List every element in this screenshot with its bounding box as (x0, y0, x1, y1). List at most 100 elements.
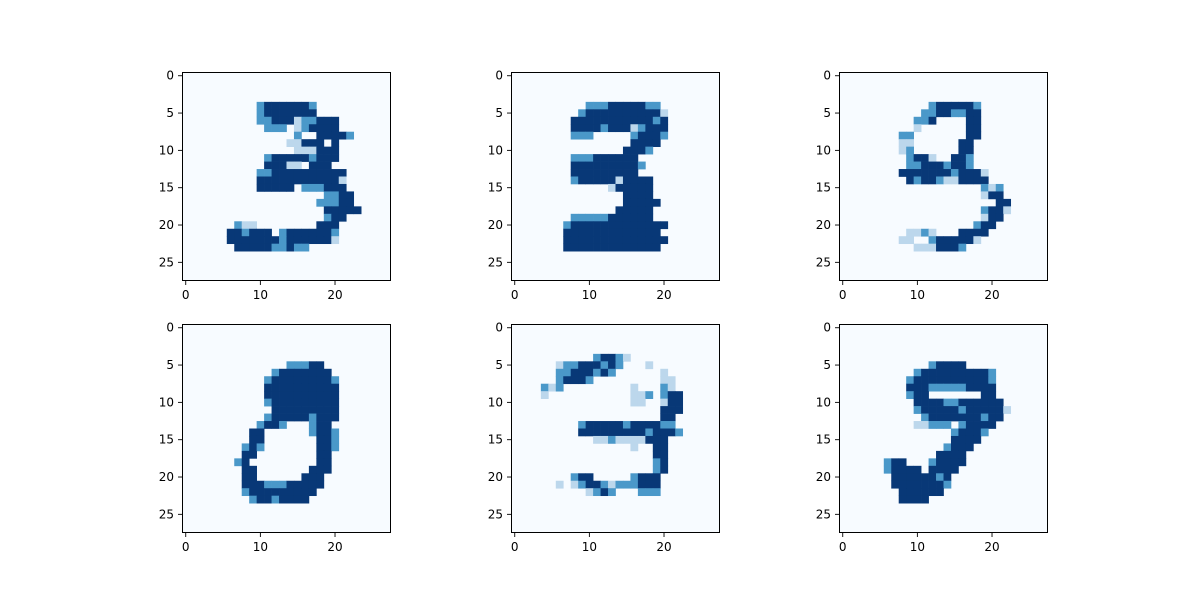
heatmap-cell (667, 421, 676, 429)
heatmap-cell (928, 161, 937, 170)
heatmap-cell (608, 109, 616, 118)
heatmap-cell (323, 131, 332, 140)
heatmap-cell (286, 361, 295, 370)
heatmap-cell (637, 473, 646, 482)
heatmap-cell (965, 146, 974, 155)
heatmap-cell (600, 236, 609, 245)
heatmap-cell (249, 450, 257, 459)
heatmap-cell (264, 169, 272, 177)
heatmap-cell (279, 176, 287, 185)
heatmap-cell (293, 139, 302, 147)
heatmap-cell (316, 124, 325, 133)
heatmap-cell (585, 101, 594, 110)
heatmap-cell (301, 473, 310, 482)
heatmap-cell (906, 480, 914, 489)
heatmap-cell (652, 458, 661, 467)
heatmap-cell (286, 176, 295, 185)
heatmap-cell (293, 480, 302, 489)
heatmap-cell (913, 465, 922, 474)
heatmap-cell (316, 465, 325, 474)
heatmap-cell (950, 161, 959, 170)
heatmap-cell (293, 116, 302, 125)
heatmap-cell (928, 368, 937, 377)
heatmap-cell (973, 398, 982, 407)
heatmap-cell (1003, 198, 1012, 207)
heatmap-cell (308, 391, 317, 399)
heatmap-cell (279, 421, 287, 429)
heatmap-cell (293, 131, 302, 140)
heatmap-cell (570, 124, 579, 133)
heatmap-cell (301, 391, 310, 399)
heatmap-cell (249, 228, 257, 237)
heatmap-cell (630, 191, 639, 200)
y-tick-label: 5 (823, 106, 831, 120)
heatmap-cell (279, 398, 287, 407)
heatmap-cell (593, 109, 601, 118)
heatmap-cell (548, 383, 557, 392)
heatmap-cell (600, 176, 609, 185)
heatmap-cell (608, 183, 616, 192)
heatmap-cell (331, 236, 340, 245)
heatmap-cell (316, 450, 325, 459)
heatmap-cell (936, 176, 944, 185)
heatmap-cell (980, 368, 989, 377)
heatmap-cell (645, 101, 654, 110)
heatmap-cell (600, 109, 609, 118)
heatmap-cell (913, 368, 922, 377)
heatmap-cell (563, 221, 572, 230)
x-tick-label: 10 (582, 540, 597, 554)
heatmap-cell (906, 154, 914, 162)
heatmap-cell (316, 458, 325, 467)
heatmap-cell (600, 221, 609, 230)
heatmap-cell (958, 169, 967, 177)
heatmap-cell (988, 391, 997, 399)
heatmap-cell (279, 243, 287, 252)
heatmap-cell (652, 465, 661, 474)
heatmap-cell (256, 176, 265, 185)
heatmap-cell (331, 176, 340, 185)
heatmap-cell (928, 236, 937, 245)
heatmap-cell (615, 183, 624, 192)
heatmap-cell (637, 176, 646, 185)
heatmap-cell (906, 228, 914, 237)
heatmap-cell (323, 213, 332, 222)
heatmap-cell (331, 131, 340, 140)
heatmap-cell (891, 458, 900, 467)
heatmap-cell (622, 236, 631, 245)
heatmap-cell (943, 368, 952, 377)
heatmap-cell (622, 124, 631, 133)
heatmap-cell (943, 398, 952, 407)
heatmap-cell (936, 383, 944, 392)
heatmap-cell (921, 421, 929, 429)
heatmap-cell (570, 368, 579, 377)
heatmap-cell (323, 228, 332, 237)
heatmap-cell (988, 383, 997, 392)
y-tick-label: 5 (166, 106, 174, 120)
heatmap-cell (331, 183, 340, 192)
y-tick-label: 25 (816, 255, 831, 269)
heatmap-cell (637, 109, 646, 118)
heatmap-cell (608, 161, 616, 170)
heatmap-cell (323, 124, 332, 133)
heatmap-cell (323, 450, 332, 459)
heatmap-cell (637, 206, 646, 215)
heatmap-cell (936, 488, 944, 497)
heatmap-cell (973, 413, 982, 422)
heatmap-cell (608, 116, 616, 125)
heatmap-cell (608, 435, 616, 444)
heatmap-cell (308, 183, 317, 192)
heatmap-cell (279, 169, 287, 177)
heatmap-cell (308, 428, 317, 437)
heatmap-cell (301, 101, 310, 110)
heatmap-cell (950, 383, 959, 392)
heatmap-cell (256, 428, 265, 437)
x-tick-label: 10 (253, 540, 268, 554)
heatmap-cell (913, 383, 922, 392)
heatmap-cell (936, 161, 944, 170)
axes-frame (839, 72, 1048, 281)
heatmap-cell (293, 406, 302, 414)
heatmap-cell (652, 116, 661, 125)
heatmap-cell (645, 206, 654, 215)
heatmap-cell (555, 376, 564, 385)
heatmap-cell (950, 465, 959, 474)
